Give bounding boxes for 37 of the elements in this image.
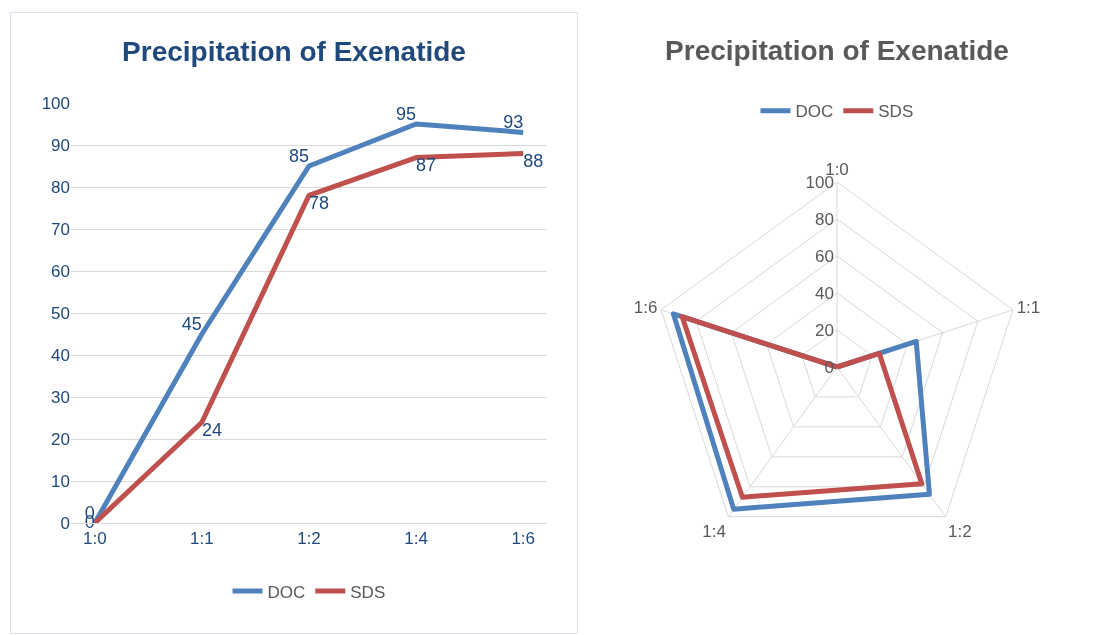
x-tick-label: 1:1 [190, 529, 214, 549]
y-tick-label: 100 [41, 93, 70, 113]
legend-label: SDS [350, 582, 386, 602]
y-tick-label: 0 [824, 357, 834, 377]
x-tick-label: 1:0 [82, 529, 107, 549]
spoke-label: 1:6 [633, 298, 658, 318]
data-label: 24 [201, 419, 222, 440]
y-tick-label: 70 [51, 219, 70, 239]
y-tick-label: 50 [51, 303, 70, 323]
data-label: 78 [309, 192, 330, 213]
y-tick-label: 60 [51, 261, 70, 281]
data-label: 93 [503, 111, 524, 132]
y-tick-label: 80 [51, 177, 70, 197]
y-tick-label: 40 [815, 283, 834, 303]
legend-label: DOC [795, 102, 834, 122]
y-tick-label: 20 [51, 429, 70, 449]
y-tick-label: 40 [51, 345, 70, 365]
data-label: 45 [181, 313, 202, 334]
chart-title: Precipitation of Exenatide [665, 34, 1009, 66]
data-label: 85 [288, 145, 309, 166]
y-tick-label: 0 [60, 513, 70, 533]
legend-label: DOC [267, 582, 306, 602]
y-tick-label: 20 [815, 320, 834, 340]
y-tick-label: 80 [815, 209, 834, 229]
data-label: 88 [523, 150, 544, 171]
y-tick-label: 60 [815, 246, 834, 266]
x-tick-label: 1:2 [297, 529, 321, 549]
y-tick-label: 30 [51, 387, 70, 407]
y-tick-label: 90 [51, 135, 70, 155]
x-tick-label: 1:4 [404, 529, 428, 549]
x-tick-label: 1:6 [511, 529, 536, 549]
chart-title: Precipitation of Exenatide [122, 35, 466, 67]
data-label: 95 [396, 103, 417, 124]
y-tick-label: 10 [51, 471, 70, 491]
data-label: 87 [416, 155, 437, 176]
spoke-label: 1:1 [1016, 298, 1041, 318]
legend-label: SDS [878, 102, 914, 122]
